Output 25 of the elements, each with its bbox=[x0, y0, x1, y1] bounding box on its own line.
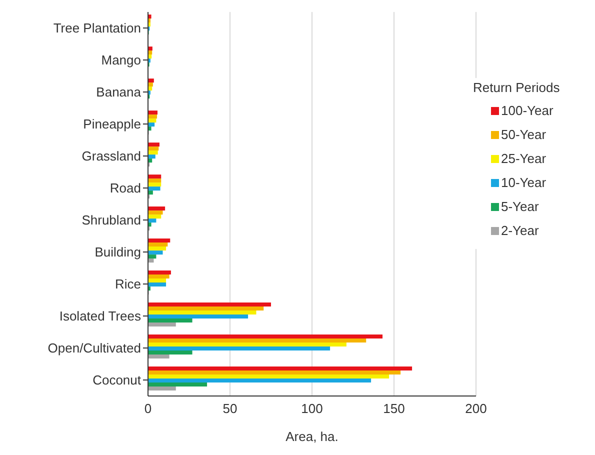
x-tick-label: 200 bbox=[465, 401, 487, 416]
y-tick-label: Banana bbox=[96, 84, 142, 100]
y-tick-label: Coconut bbox=[92, 372, 142, 388]
legend-label: 2-Year bbox=[501, 223, 539, 238]
x-tick-label: 50 bbox=[222, 401, 238, 416]
legend-label: 25-Year bbox=[501, 151, 546, 166]
y-tick-label: Road bbox=[110, 180, 141, 196]
x-axis-title: Area, ha. bbox=[286, 429, 338, 444]
y-tick-label: Shrubland bbox=[82, 212, 141, 228]
y-tick-label: Grassland bbox=[82, 148, 141, 164]
y-tick-label: Rice bbox=[114, 276, 141, 292]
y-tick-label: Tree Plantation bbox=[53, 20, 141, 36]
y-tick-label: Building bbox=[94, 244, 141, 260]
y-tick-label: Open/Cultivated bbox=[48, 340, 141, 356]
legend-label: 5-Year bbox=[501, 199, 539, 214]
legend-label: 100-Year bbox=[501, 103, 554, 118]
legend-title: Return Periods bbox=[473, 80, 561, 95]
x-tick-label: 0 bbox=[144, 401, 152, 416]
y-tick-label: Pineapple bbox=[83, 116, 141, 132]
y-tick-label: Isolated Trees bbox=[59, 308, 142, 324]
legend-label: 10-Year bbox=[501, 175, 546, 190]
x-tick-label: 150 bbox=[383, 401, 405, 416]
legend-label: 50-Year bbox=[501, 127, 546, 142]
x-tick-label: 100 bbox=[301, 401, 323, 416]
y-tick-label: Mango bbox=[101, 52, 141, 68]
